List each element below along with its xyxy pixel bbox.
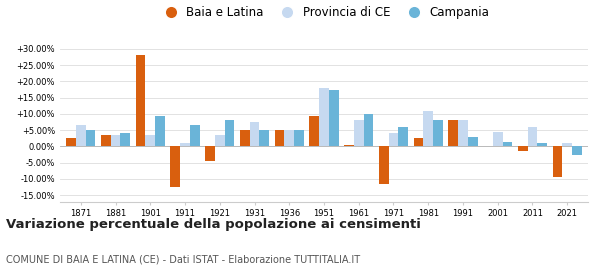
Bar xyxy=(433,120,443,146)
Bar xyxy=(145,135,155,146)
Bar xyxy=(553,146,562,177)
Bar xyxy=(389,133,398,146)
Bar xyxy=(398,127,408,146)
Bar xyxy=(66,138,76,146)
Bar xyxy=(275,130,284,146)
Legend: Baia e Latina, Provincia di CE, Campania: Baia e Latina, Provincia di CE, Campania xyxy=(159,6,489,19)
Bar xyxy=(329,90,338,146)
Bar xyxy=(364,114,373,146)
Bar xyxy=(155,116,165,146)
Text: COMUNE DI BAIA E LATINA (CE) - Dati ISTAT - Elaborazione TUTTITALIA.IT: COMUNE DI BAIA E LATINA (CE) - Dati ISTA… xyxy=(6,255,360,265)
Bar xyxy=(136,55,145,146)
Bar xyxy=(294,130,304,146)
Bar xyxy=(170,146,180,187)
Bar xyxy=(354,120,364,146)
Bar xyxy=(424,111,433,146)
Bar xyxy=(527,127,537,146)
Bar xyxy=(319,88,329,146)
Bar xyxy=(413,138,424,146)
Bar xyxy=(562,143,572,146)
Bar xyxy=(111,135,121,146)
Bar xyxy=(121,133,130,146)
Bar xyxy=(310,116,319,146)
Text: Variazione percentuale della popolazione ai censimenti: Variazione percentuale della popolazione… xyxy=(6,218,421,231)
Bar xyxy=(259,130,269,146)
Bar xyxy=(240,130,250,146)
Bar xyxy=(101,135,111,146)
Bar xyxy=(344,145,354,146)
Bar xyxy=(468,137,478,146)
Bar xyxy=(379,146,389,184)
Bar xyxy=(537,143,547,146)
Bar xyxy=(493,132,503,146)
Bar xyxy=(215,135,224,146)
Bar xyxy=(284,130,294,146)
Bar xyxy=(205,146,215,161)
Bar xyxy=(448,120,458,146)
Bar xyxy=(190,125,200,146)
Bar xyxy=(458,120,468,146)
Bar xyxy=(572,146,582,155)
Bar xyxy=(180,143,190,146)
Bar xyxy=(76,125,86,146)
Bar xyxy=(86,130,95,146)
Bar xyxy=(224,120,235,146)
Bar xyxy=(250,122,259,146)
Bar xyxy=(503,141,512,146)
Bar xyxy=(518,146,527,151)
